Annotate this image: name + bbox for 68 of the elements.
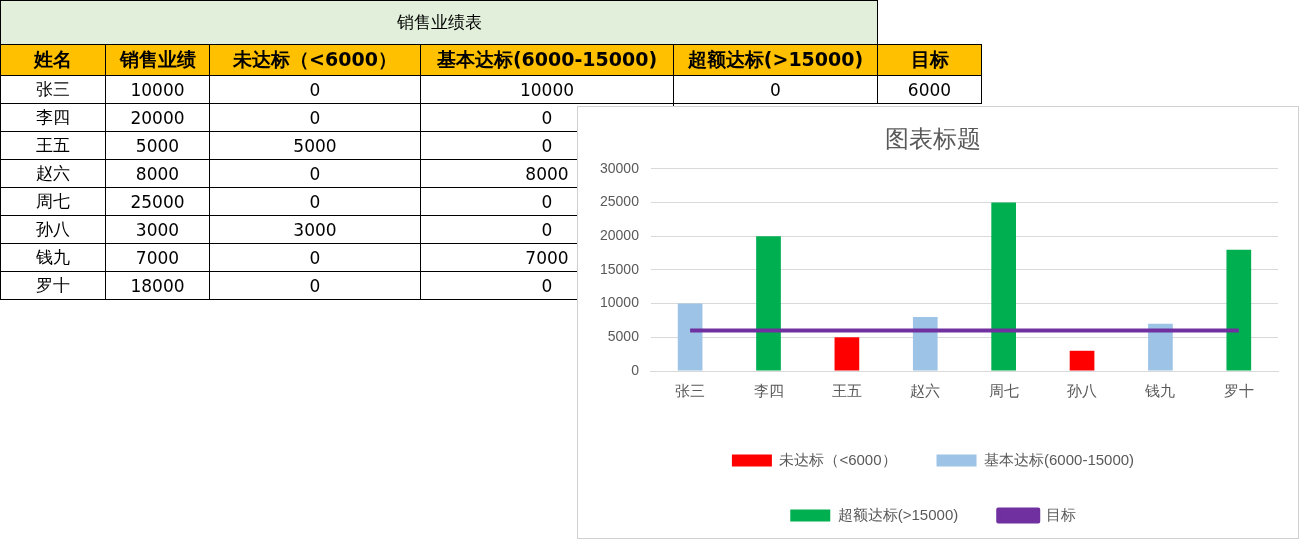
category-label: 未达标（<6000） xyxy=(209,44,421,76)
text: 5000 xyxy=(209,131,421,160)
text: 王五 xyxy=(0,131,106,160)
bar xyxy=(677,303,703,371)
text: 李四 xyxy=(0,103,106,132)
text: 25000 xyxy=(105,187,210,216)
legend-label: 超额达标(>15000) xyxy=(837,505,959,523)
text: 8000 xyxy=(105,159,210,188)
category-label: 目标 xyxy=(877,44,982,76)
text: 3000 xyxy=(209,215,421,244)
text: 0 xyxy=(209,159,421,188)
text: 罗十 xyxy=(0,271,106,300)
text: 3000 xyxy=(105,215,210,244)
text: 赵六 xyxy=(0,159,106,188)
text: 0 xyxy=(541,191,553,212)
y-tick-label: 10000 xyxy=(599,294,640,311)
text: 张三 xyxy=(0,75,106,104)
text: 7000 xyxy=(105,243,210,272)
category-label: 姓名 xyxy=(0,44,106,76)
bar xyxy=(1069,350,1095,371)
text: 0 xyxy=(420,103,674,132)
text: 0 xyxy=(209,103,421,132)
x-tick-label: 孙八 xyxy=(1067,382,1098,400)
text: 0 xyxy=(209,187,421,216)
chart-title: 图表标题 xyxy=(885,125,981,153)
text: 0 xyxy=(541,219,553,240)
category-label: 超额达标(>15000) xyxy=(673,44,878,76)
text: 18000 xyxy=(105,271,210,300)
text: 孙八 xyxy=(0,215,106,244)
text: 0 xyxy=(209,271,421,300)
x-tick-label: 赵六 xyxy=(910,382,941,400)
text: 0 xyxy=(209,243,421,272)
legend-label: 未达标（<6000） xyxy=(779,450,897,468)
text: 10000 xyxy=(105,75,210,104)
text: 0 xyxy=(420,131,674,160)
bar xyxy=(912,317,938,371)
text: 周七 xyxy=(0,187,106,216)
text: 钱九 xyxy=(0,243,106,272)
y-tick-label: 5000 xyxy=(607,328,640,345)
text: 8000 xyxy=(525,163,569,184)
x-tick-label: 罗十 xyxy=(1223,382,1254,400)
bar xyxy=(756,236,781,371)
bar xyxy=(834,337,860,371)
text: 0 xyxy=(673,75,878,104)
x-tick-label: 李四 xyxy=(753,382,784,400)
y-tick-label: 25000 xyxy=(599,193,640,210)
text: 销售业绩表 xyxy=(0,0,878,45)
text: 20000 xyxy=(105,103,210,132)
legend-label: 目标 xyxy=(1045,505,1076,523)
x-tick-label: 周七 xyxy=(988,382,1019,400)
category-label: 基本达标(6000-15000) xyxy=(420,44,674,76)
y-tick-label: 15000 xyxy=(599,260,640,277)
category-label: 销售业绩 xyxy=(105,44,210,76)
text: 6000 xyxy=(877,75,982,104)
text: 5000 xyxy=(105,131,210,160)
x-tick-label: 钱九 xyxy=(1144,382,1176,400)
y-tick-label: 0 xyxy=(631,361,640,378)
legend-label: 基本达标(6000-15000) xyxy=(984,450,1135,468)
text: 10000 xyxy=(420,75,674,104)
y-tick-label: 20000 xyxy=(599,227,640,244)
bar xyxy=(1226,249,1252,371)
text: 7000 xyxy=(525,247,569,268)
x-tick-label: 张三 xyxy=(675,382,706,400)
text: 0 xyxy=(541,275,553,296)
text: 0 xyxy=(209,75,421,104)
bar xyxy=(991,202,1016,371)
x-tick-label: 王五 xyxy=(831,382,862,400)
y-tick-label: 30000 xyxy=(599,159,640,176)
